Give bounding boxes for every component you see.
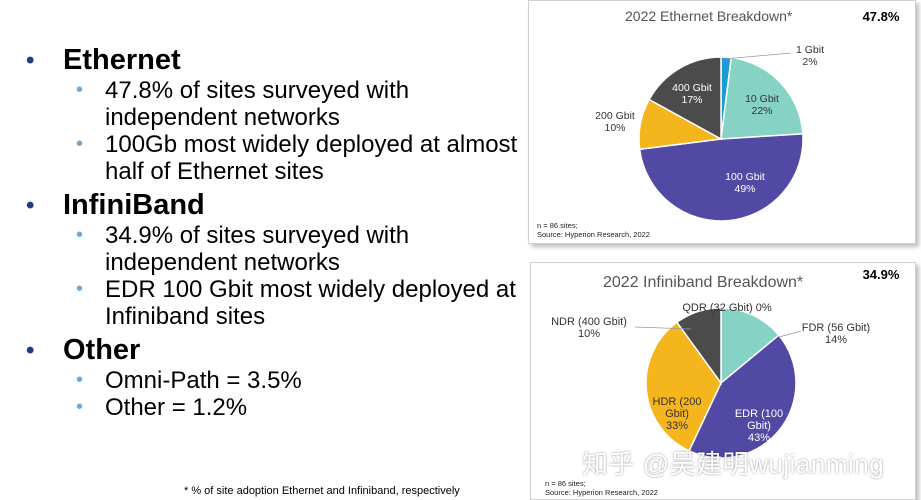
footnote: * % of site adoption Ethernet and Infini…: [184, 485, 460, 497]
sub-bullet: • Omni-Path = 3.5%: [26, 367, 526, 394]
sub-bullet-marker: •: [76, 224, 84, 246]
sub-bullet-marker: •: [76, 79, 84, 101]
sub-bullet-text: EDR 100 Gbit most widely deployed at Inf…: [105, 276, 516, 330]
infiniband-pie-chart: 2022 Infiniband Breakdown* 34.9% QDR (32 G…: [551, 267, 900, 459]
bullet-other: • Other: [26, 334, 526, 367]
slice-label: QDR (32 Gbit) 0%: [682, 302, 771, 314]
sub-bullet-text: Omni-Path = 3.5%: [105, 367, 302, 394]
leader-line: [723, 52, 792, 60]
ethernet-chart-panel: 2022 Ethernet Breakdown* 47.8% 1 Gbit 2% 10 …: [528, 0, 916, 244]
sub-bullet: • Other = 1.2%: [26, 394, 526, 421]
source-line: n = 86 sites;: [545, 479, 586, 488]
source-line: Source: Hyperion Research, 2022: [545, 488, 658, 497]
sub-bullet: • 100Gb most widely deployed at almost ha…: [26, 131, 526, 185]
pie-slice: [688, 334, 797, 459]
sub-bullet-marker: •: [76, 396, 84, 418]
infiniband-source-note: n = 86 sites; Source: Hyperion Research,…: [545, 479, 658, 497]
bullet-title: Ethernet: [63, 44, 181, 76]
slice-label: 10 Gbit 22%: [745, 93, 779, 117]
sub-bullet-text: Other = 1.2%: [105, 394, 248, 421]
ethernet-source-note: n = 86 sites; Source: Hyperion Research,…: [537, 221, 650, 239]
bullet-ethernet: • Ethernet: [26, 44, 526, 77]
chart-title: 2022 Infiniband Breakdown*: [603, 274, 803, 291]
slice-label: FDR (56 Gbit) 14%: [802, 322, 870, 346]
bullet-marker: •: [26, 47, 35, 74]
pie-slice: [720, 56, 804, 140]
sub-bullet-text: 100Gb most widely deployed at almost hal…: [105, 131, 518, 185]
sub-bullet: • 47.8% of sites surveyed with independen…: [26, 77, 526, 131]
ethernet-pie-chart: 2022 Ethernet Breakdown* 47.8% 1 Gbit 2% 10 …: [595, 8, 900, 222]
slice-label: 1 Gbit 2%: [796, 44, 824, 68]
leader-line: [778, 330, 802, 338]
leader-line: [634, 326, 692, 330]
slice-label: 200 Gbit 10%: [595, 110, 635, 134]
source-line: n = 86 sites;: [537, 221, 578, 230]
adoption-share: 34.9%: [863, 267, 900, 282]
slice-label: EDR (100 Gbit) 43%: [735, 408, 783, 444]
sub-bullet-marker: •: [76, 278, 84, 300]
pie-slice: [720, 307, 780, 385]
bullet-infiniband: • InfiniBand: [26, 189, 526, 222]
sub-bullet-text: 34.9% of sites surveyed with independent…: [105, 222, 410, 276]
infiniband-chart-panel: 2022 Infiniband Breakdown* 34.9% QDR (32 G…: [530, 262, 916, 500]
slice-label: 100 Gbit 49%: [725, 171, 765, 195]
sub-bullet-text: 47.8% of sites surveyed with independent…: [105, 77, 410, 131]
source-line: Source: Hyperion Research, 2022: [537, 230, 650, 239]
sub-bullet: • 34.9% of sites surveyed with independen…: [26, 222, 526, 276]
pie-slice: [648, 56, 722, 141]
watermark: 知乎 @吴建明wujianming: [582, 449, 885, 479]
slice-label: HDR (200 Gbit) 33%: [653, 396, 702, 432]
slice-label: 400 Gbit 17%: [672, 82, 712, 106]
adoption-share: 47.8%: [863, 9, 900, 24]
chart-title: 2022 Ethernet Breakdown*: [625, 8, 793, 24]
bullet-list: • Ethernet • 47.8% of sites surveyed with …: [26, 40, 526, 421]
pie-slice: [638, 133, 804, 222]
pie-slice: [645, 321, 722, 452]
sub-bullet-marker: •: [76, 133, 84, 155]
bullet-marker: •: [26, 192, 35, 219]
sub-bullet-marker: •: [76, 369, 84, 391]
bullet-marker: •: [26, 337, 35, 364]
sub-bullet: • EDR 100 Gbit most widely deployed at In…: [26, 276, 526, 330]
bullet-title: Other: [63, 334, 141, 366]
bullet-title: InfiniBand: [63, 189, 205, 221]
slice-label: NDR (400 Gbit) 10%: [551, 316, 627, 340]
